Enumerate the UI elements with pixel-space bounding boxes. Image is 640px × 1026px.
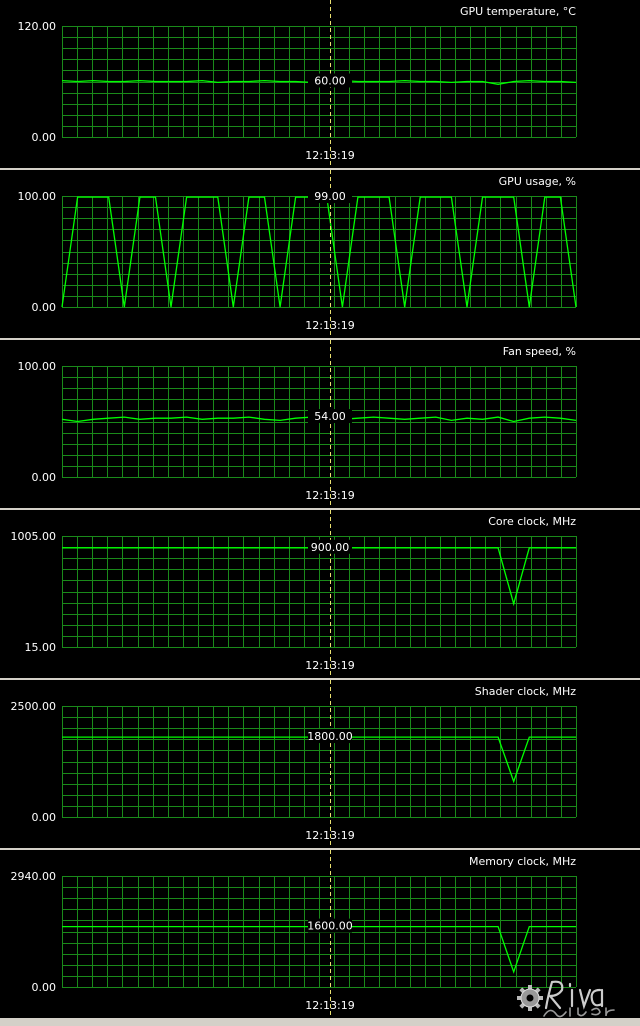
value-label-bg bbox=[308, 539, 352, 554]
graph-title: Fan speed, % bbox=[503, 345, 576, 358]
graph-panel[interactable]: 900.00 Core clock, MHz 1005.00 15.00 12:13:1… bbox=[0, 510, 640, 678]
value-label-bg bbox=[308, 729, 352, 744]
grid bbox=[62, 196, 577, 308]
y-min-label: 15.00 bbox=[25, 641, 57, 654]
cursor-time: 12:13:19 bbox=[305, 659, 354, 672]
grid bbox=[62, 366, 577, 478]
value-label-bg bbox=[308, 918, 352, 933]
graph-canvas[interactable]: 1600.00 Memory clock, MHz 2940.00 0.00 12:13… bbox=[0, 850, 640, 1018]
graph-panel[interactable]: 1600.00 Memory clock, MHz 2940.00 0.00 12:13… bbox=[0, 850, 640, 1018]
cursor-time: 12:13:19 bbox=[305, 829, 354, 842]
cursor-time: 12:13:19 bbox=[305, 149, 354, 162]
y-max-label: 100.00 bbox=[18, 360, 57, 373]
y-min-label: 0.00 bbox=[32, 471, 57, 484]
y-max-label: 120.00 bbox=[18, 20, 57, 33]
cursor-time: 12:13:19 bbox=[305, 999, 354, 1012]
cursor-value: 1800.00 bbox=[307, 730, 353, 743]
cursor-time: 12:13:19 bbox=[305, 319, 354, 332]
cursor-time: 12:13:19 bbox=[305, 489, 354, 502]
y-min-label: 0.00 bbox=[32, 811, 57, 824]
value-label-bg bbox=[308, 409, 352, 424]
cursor-value: 99.00 bbox=[314, 190, 346, 203]
graph-canvas[interactable]: 900.00 Core clock, MHz 1005.00 15.00 12:13:1… bbox=[0, 510, 640, 678]
y-max-label: 2940.00 bbox=[11, 870, 57, 883]
graph-title: Shader clock, MHz bbox=[475, 685, 576, 698]
graph-title: Memory clock, MHz bbox=[469, 855, 576, 868]
graph-panel[interactable]: 99.00 GPU usage, % 100.00 0.00 12:13:19 bbox=[0, 170, 640, 338]
cursor-value: 54.00 bbox=[314, 410, 346, 423]
graph-canvas[interactable]: 99.00 GPU usage, % 100.00 0.00 12:13:19 bbox=[0, 170, 640, 338]
value-label-bg bbox=[308, 189, 352, 204]
graph-panel[interactable]: 1800.00 Shader clock, MHz 2500.00 0.00 12:13… bbox=[0, 680, 640, 848]
cursor-value: 1600.00 bbox=[307, 920, 353, 933]
y-max-label: 1005.00 bbox=[11, 530, 57, 543]
graph-title: GPU usage, % bbox=[499, 175, 576, 188]
graph-panel[interactable]: 54.00 Fan speed, % 100.00 0.00 12:13:19 bbox=[0, 340, 640, 508]
graph-canvas[interactable]: 1800.00 Shader clock, MHz 2500.00 0.00 12:13… bbox=[0, 680, 640, 848]
cursor-value: 60.00 bbox=[314, 75, 346, 88]
y-min-label: 0.00 bbox=[32, 981, 57, 994]
cursor-value: 900.00 bbox=[311, 541, 350, 554]
y-max-label: 100.00 bbox=[18, 190, 57, 203]
graph-canvas[interactable]: 60.00 GPU temperature, °C 120.00 0.00 12:13:… bbox=[0, 0, 640, 168]
y-min-label: 0.00 bbox=[32, 301, 57, 314]
y-min-label: 0.00 bbox=[32, 131, 57, 144]
graph-title: GPU temperature, °C bbox=[460, 5, 576, 18]
value-label-bg bbox=[308, 73, 352, 88]
graph-canvas[interactable]: 54.00 Fan speed, % 100.00 0.00 12:13:19 bbox=[0, 340, 640, 508]
graph-panel[interactable]: 60.00 GPU temperature, °C 120.00 0.00 12:13:… bbox=[0, 0, 640, 168]
graph-title: Core clock, MHz bbox=[488, 515, 576, 528]
grid bbox=[62, 706, 577, 818]
y-max-label: 2500.00 bbox=[11, 700, 57, 713]
